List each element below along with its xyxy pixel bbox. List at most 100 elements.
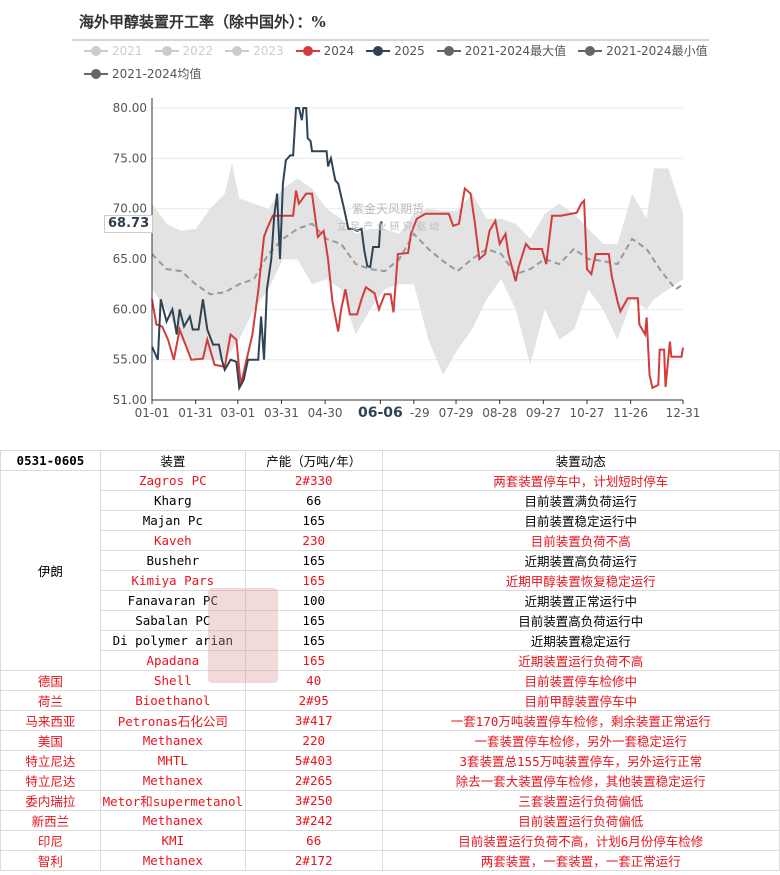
capacity-cell: 3#417 xyxy=(244,710,383,731)
plant-cell: Fanavaran PC xyxy=(99,590,246,611)
plant-cell: Petronas石化公司 xyxy=(99,710,246,731)
capacity-cell: 230 xyxy=(244,530,383,551)
chart-watermark: 紫金天风期货 xyxy=(352,201,424,216)
plant-cell: Methanex xyxy=(99,730,246,751)
status-cell: 目前装置负荷不高 xyxy=(381,530,780,551)
y-tick-label: 75.00 xyxy=(113,151,147,165)
legend-marker-icon xyxy=(84,68,108,79)
capacity-cell: 165 xyxy=(244,610,383,631)
status-cell: 近期装置稳定运行 xyxy=(381,630,780,651)
y-tick-label: 65.00 xyxy=(113,252,147,266)
table-row: 荷兰 Bioethanol 2#95 目前甲醇装置停车中 xyxy=(0,690,780,711)
legend-item-2022[interactable]: 2022 xyxy=(154,43,214,58)
x-tick-label: 03-31 xyxy=(264,406,299,420)
series-mean-line xyxy=(151,222,684,296)
legend-label: 2021-2024最大值 xyxy=(464,44,567,58)
table-row: 印尼 KMI 66 目前装置运行负荷不高，计划6月份停车检修 xyxy=(0,830,780,851)
legend-label: 2023 xyxy=(253,43,284,58)
status-cell: 两套装置停车中，计划短时停车 xyxy=(381,470,780,491)
legend-item-2021[interactable]: 2021 xyxy=(84,44,143,58)
capacity-cell: 165 xyxy=(244,650,383,671)
status-cell: 一套装置停车检修，另外一套稳定运行 xyxy=(381,730,780,751)
table-row: 特立尼达 MHTL 5#403 3套装置总155万吨装置停车，另外运行正常 xyxy=(0,750,780,771)
plant-cell: Bioethanol xyxy=(99,690,246,711)
table-row: Di polymer arian 165 近期装置稳定运行 xyxy=(1,630,780,651)
x-tick-label: 07-29 xyxy=(439,406,474,420)
x-tick-label: 12-31 xyxy=(666,406,701,420)
legend-marker-icon xyxy=(366,45,391,56)
capacity-cell: 165 xyxy=(244,570,383,591)
legend-item-2021-2024最小值[interactable]: 2021-2024最小值 xyxy=(578,42,708,59)
x-tick-label: -29 xyxy=(410,406,430,420)
status-cell: 一套170万吨装置停车检修，剩余装置正常运行 xyxy=(381,710,780,731)
table-row: Apadana 165 近期装置运行负荷不高 xyxy=(1,650,780,671)
country-cell: 印尼 xyxy=(0,830,101,851)
table-row: Majan Pc 165 目前装置稳定运行中 xyxy=(1,510,780,531)
legend-item-2024[interactable]: 2024 xyxy=(295,43,355,58)
table-header: 0531-0605 装置 产能（万吨/年） 装置动态 xyxy=(0,450,780,471)
x-tick-label: 08-28 xyxy=(482,406,517,420)
header-capacity: 产能（万吨/年） xyxy=(244,450,383,471)
legend-marker-icon xyxy=(295,45,320,56)
legend-item-2025[interactable]: 2025 xyxy=(366,44,425,58)
capacity-cell: 165 xyxy=(244,630,383,651)
legend-item-2021-2024均值[interactable]: 2021-2024均值 xyxy=(84,65,201,82)
table-row: 美国 Methanex 220 一套装置停车检修，另外一套稳定运行 xyxy=(0,730,780,751)
table-row: 智利 Methanex 2#172 两套装置，一套装置，一套正常运行 xyxy=(0,850,780,871)
y-tick-label: 70.00 xyxy=(113,202,147,216)
status-cell: 目前装置高负荷运行中 xyxy=(381,610,780,631)
plant-status-table: 0531-0605 装置 产能（万吨/年） 装置动态 伊朗 Zagros PC 2#… xyxy=(0,450,780,871)
country-cell: 智利 xyxy=(0,850,101,871)
table-row: 新西兰 Methanex 3#242 目前装置运行负荷偏低 xyxy=(0,810,780,831)
country-cell: 伊朗 xyxy=(0,470,101,671)
x-tick-label: 10-27 xyxy=(570,406,605,420)
title-divider xyxy=(72,39,709,41)
legend-marker-icon xyxy=(436,45,461,56)
status-cell: 目前装置运行负荷偏低 xyxy=(381,810,780,831)
status-cell: 目前装置满负荷运行 xyxy=(381,490,780,511)
capacity-cell: 220 xyxy=(244,730,383,751)
table-row: Sabalan PC 165 目前装置高负荷运行中 xyxy=(1,610,780,631)
plant-cell: Di polymer arian xyxy=(99,630,246,651)
country-cell: 特立尼达 xyxy=(0,770,101,791)
capacity-cell: 40 xyxy=(244,670,383,691)
plant-cell: Kaveh xyxy=(99,530,246,551)
country-cell: 马来西亚 xyxy=(0,710,101,731)
legend-item-2023[interactable]: 2023 xyxy=(225,44,284,58)
header-period: 0531-0605 xyxy=(0,450,101,471)
plant-cell: Methanex xyxy=(99,810,246,831)
status-cell: 近期甲醇装置恢复稳定运行 xyxy=(381,570,780,591)
table-row: 委内瑞拉 Metor和supermetanol 3#250 三套装置运行负荷偏低 xyxy=(0,790,780,811)
capacity-cell: 66 xyxy=(244,830,383,851)
legend-item-2021-2024最大值[interactable]: 2021-2024最大值 xyxy=(436,42,567,59)
legend-marker-icon xyxy=(578,45,603,56)
country-cell: 德国 xyxy=(0,670,101,691)
plant-cell: Majan Pc xyxy=(99,510,246,531)
capacity-cell: 165 xyxy=(244,510,383,531)
x-tick-label: 01-31 xyxy=(178,406,213,420)
plant-cell: Kharg xyxy=(99,490,246,511)
chart-title: 海外甲醇装置开工率（除中国外）：% xyxy=(79,13,326,31)
x-tick-label: 01-01 xyxy=(135,406,170,420)
capacity-cell: 3#250 xyxy=(244,790,383,811)
legend-marker-icon xyxy=(84,45,108,56)
capacity-cell: 66 xyxy=(244,490,383,511)
status-cell: 目前装置稳定运行中 xyxy=(381,510,780,531)
capacity-cell: 3#242 xyxy=(244,810,383,831)
y-tick-label: 55.00 xyxy=(113,353,147,367)
watermark-slogan: 立 足 产 业 研 究 驱 动 xyxy=(337,220,439,233)
capacity-cell: 165 xyxy=(244,550,383,571)
table-row: Kaveh 230 目前装置负荷不高 xyxy=(1,530,780,551)
max-min-band xyxy=(152,163,683,375)
tooltip-value: 68.73 xyxy=(104,215,154,233)
table-row: 伊朗 Zagros PC 2#330 两套装置停车中，计划短时停车 xyxy=(0,470,780,671)
plant-cell: Shell xyxy=(99,670,246,691)
legend-label: 2022 xyxy=(182,43,214,58)
table-row: 特立尼达 Methanex 2#265 除去一套大装置停车检修，其他装置稳定运行 xyxy=(0,770,780,791)
capacity-cell: 2#330 xyxy=(244,470,383,491)
x-tick-label: 03-01 xyxy=(220,406,255,420)
y-tick-label: 80.00 xyxy=(113,101,147,115)
legend-label: 2024 xyxy=(323,43,355,58)
x-tick-label: 09-27 xyxy=(526,406,561,420)
legend-marker-icon xyxy=(225,45,250,56)
